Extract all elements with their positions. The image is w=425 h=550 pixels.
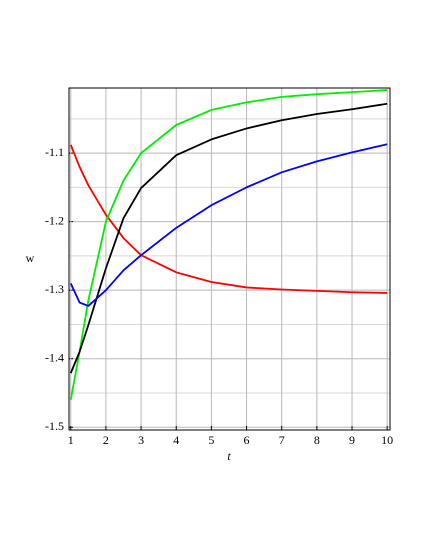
x-tick-label: 9 bbox=[349, 433, 355, 447]
y-axis-label: w bbox=[26, 251, 35, 265]
x-tick-label: 10 bbox=[381, 433, 393, 447]
y-tick-label: -1.3 bbox=[45, 282, 64, 296]
x-tick-label: 7 bbox=[279, 433, 285, 447]
x-tick-label: 1 bbox=[68, 433, 74, 447]
y-tick-label: -1.1 bbox=[45, 145, 64, 159]
x-tick-label: 5 bbox=[208, 433, 214, 447]
plot-frame bbox=[68, 87, 391, 431]
series-line bbox=[69, 89, 388, 401]
x-tick-label: 4 bbox=[173, 433, 179, 447]
x-tick-label: 6 bbox=[244, 433, 250, 447]
series-line bbox=[69, 144, 388, 294]
series-line bbox=[69, 143, 388, 307]
x-tick-label: 3 bbox=[138, 433, 144, 447]
y-tick-label: -1.2 bbox=[45, 213, 64, 227]
x-tick-label: 2 bbox=[103, 433, 109, 447]
y-tick-label: -1.4 bbox=[45, 350, 64, 364]
x-tick-label: 8 bbox=[314, 433, 320, 447]
y-tick-label: -1.5 bbox=[45, 419, 64, 433]
x-axis-label: t bbox=[227, 449, 231, 463]
series-line bbox=[69, 102, 388, 374]
